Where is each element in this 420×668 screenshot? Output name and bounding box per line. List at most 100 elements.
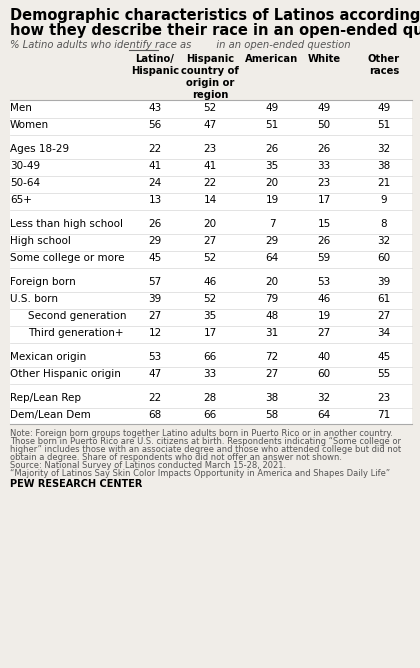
- Text: 22: 22: [203, 178, 217, 188]
- Text: Rep/Lean Rep: Rep/Lean Rep: [10, 393, 81, 403]
- Text: 41: 41: [203, 161, 217, 171]
- Text: 22: 22: [148, 393, 162, 403]
- Text: 59: 59: [318, 253, 331, 263]
- Text: 50-64: 50-64: [10, 178, 40, 188]
- Text: Women: Women: [10, 120, 49, 130]
- Text: 43: 43: [148, 103, 162, 113]
- Text: High school: High school: [10, 236, 71, 246]
- Text: 40: 40: [318, 352, 331, 362]
- Text: 61: 61: [378, 294, 391, 304]
- Text: 52: 52: [203, 103, 217, 113]
- Text: 35: 35: [203, 311, 217, 321]
- Text: 22: 22: [148, 144, 162, 154]
- Text: 38: 38: [265, 393, 278, 403]
- Text: 27: 27: [318, 328, 331, 338]
- Text: Dem/Lean Dem: Dem/Lean Dem: [10, 410, 91, 420]
- Text: 38: 38: [378, 161, 391, 171]
- Text: U.S. born: U.S. born: [10, 294, 58, 304]
- Text: PEW RESEARCH CENTER: PEW RESEARCH CENTER: [10, 479, 142, 489]
- Text: 21: 21: [378, 178, 391, 188]
- Text: 49: 49: [378, 103, 391, 113]
- Text: Demographic characteristics of Latinos according to: Demographic characteristics of Latinos a…: [10, 8, 420, 23]
- Text: 71: 71: [378, 410, 391, 420]
- Text: Other Hispanic origin: Other Hispanic origin: [10, 369, 121, 379]
- Text: 56: 56: [148, 120, 162, 130]
- Text: 51: 51: [265, 120, 278, 130]
- Text: 32: 32: [378, 144, 391, 154]
- Text: 45: 45: [378, 352, 391, 362]
- Text: 28: 28: [203, 393, 217, 403]
- Text: 55: 55: [378, 369, 391, 379]
- Text: 39: 39: [148, 294, 162, 304]
- Text: 24: 24: [148, 178, 162, 188]
- Text: 66: 66: [203, 410, 217, 420]
- Text: 51: 51: [378, 120, 391, 130]
- Text: 27: 27: [203, 236, 217, 246]
- Text: 53: 53: [318, 277, 331, 287]
- Text: 46: 46: [203, 277, 217, 287]
- Text: 26: 26: [318, 236, 331, 246]
- Text: White: White: [307, 54, 341, 64]
- Text: 20: 20: [265, 277, 278, 287]
- Text: how they describe their race in an open-ended question: how they describe their race in an open-…: [10, 23, 420, 38]
- Text: American: American: [245, 54, 299, 64]
- Text: 68: 68: [148, 410, 162, 420]
- Text: 50: 50: [318, 120, 331, 130]
- Text: Some college or more: Some college or more: [10, 253, 124, 263]
- Text: % Latino adults who identify race as        in an open-ended question: % Latino adults who identify race as in …: [10, 40, 351, 50]
- Text: 52: 52: [203, 253, 217, 263]
- Text: 60: 60: [378, 253, 391, 263]
- Text: 17: 17: [318, 195, 331, 205]
- Text: 19: 19: [318, 311, 331, 321]
- Text: 35: 35: [265, 161, 278, 171]
- Text: 15: 15: [318, 219, 331, 229]
- Text: 29: 29: [265, 236, 278, 246]
- Text: 12: 12: [148, 328, 162, 338]
- Text: 53: 53: [148, 352, 162, 362]
- Text: 8: 8: [381, 219, 387, 229]
- Text: 23: 23: [378, 393, 391, 403]
- Text: obtain a degree. Share of respondents who did not offer an answer not shown.: obtain a degree. Share of respondents wh…: [10, 453, 342, 462]
- Text: Foreign born: Foreign born: [10, 277, 76, 287]
- Text: 9: 9: [381, 195, 387, 205]
- Text: 20: 20: [265, 178, 278, 188]
- Bar: [10, 100, 412, 424]
- Text: 34: 34: [378, 328, 391, 338]
- Text: 20: 20: [203, 219, 217, 229]
- Text: 46: 46: [318, 294, 331, 304]
- Text: 17: 17: [203, 328, 217, 338]
- Text: 7: 7: [269, 219, 276, 229]
- Text: 26: 26: [148, 219, 162, 229]
- Text: 72: 72: [265, 352, 278, 362]
- Text: 48: 48: [265, 311, 278, 321]
- Text: 64: 64: [265, 253, 278, 263]
- Text: 31: 31: [265, 328, 278, 338]
- Text: Source: National Survey of Latinos conducted March 15-28, 2021.: Source: National Survey of Latinos condu…: [10, 461, 286, 470]
- Text: Hispanic
country of
origin or
region: Hispanic country of origin or region: [181, 54, 239, 100]
- Text: 13: 13: [148, 195, 162, 205]
- Text: 29: 29: [148, 236, 162, 246]
- Text: 49: 49: [265, 103, 278, 113]
- Text: 30-49: 30-49: [10, 161, 40, 171]
- Text: 23: 23: [203, 144, 217, 154]
- Text: 23: 23: [318, 178, 331, 188]
- Text: 64: 64: [318, 410, 331, 420]
- Text: Those born in Puerto Rico are U.S. citizens at birth. Respondents indicating “So: Those born in Puerto Rico are U.S. citiz…: [10, 437, 401, 446]
- Text: Men: Men: [10, 103, 32, 113]
- Text: Other
races: Other races: [368, 54, 400, 76]
- Text: Mexican origin: Mexican origin: [10, 352, 86, 362]
- Text: Second generation: Second generation: [28, 311, 126, 321]
- Text: “Majority of Latinos Say Skin Color Impacts Opportunity in America and Shapes Da: “Majority of Latinos Say Skin Color Impa…: [10, 469, 390, 478]
- Text: 41: 41: [148, 161, 162, 171]
- Text: 19: 19: [265, 195, 278, 205]
- Text: 47: 47: [203, 120, 217, 130]
- Text: 60: 60: [318, 369, 331, 379]
- Text: 33: 33: [203, 369, 217, 379]
- Text: 57: 57: [148, 277, 162, 287]
- Text: 32: 32: [378, 236, 391, 246]
- Text: 33: 33: [318, 161, 331, 171]
- Text: Latino/
Hispanic: Latino/ Hispanic: [131, 54, 179, 76]
- Text: Less than high school: Less than high school: [10, 219, 123, 229]
- Text: higher” includes those with an associate degree and those who attended college b: higher” includes those with an associate…: [10, 445, 401, 454]
- Text: Note: Foreign born groups together Latino adults born in Puerto Rico or in anoth: Note: Foreign born groups together Latin…: [10, 429, 393, 438]
